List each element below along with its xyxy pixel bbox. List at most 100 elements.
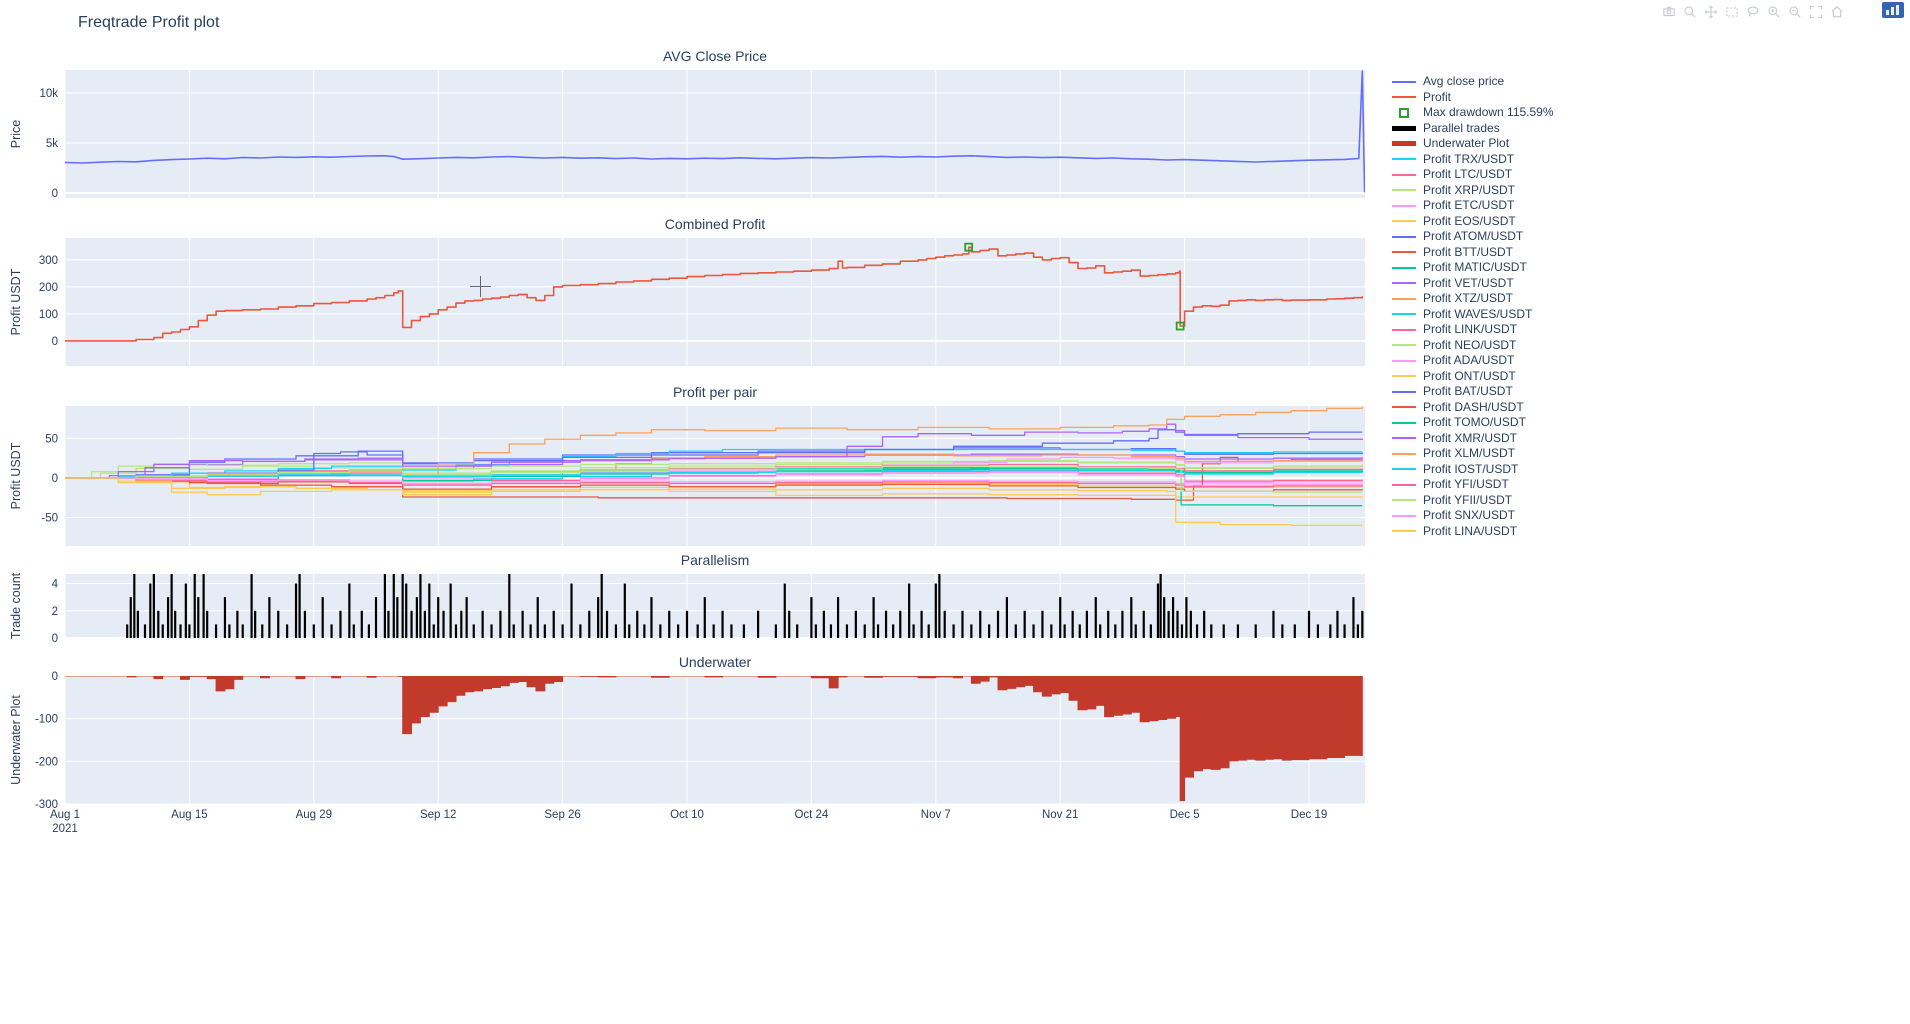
trade-count-bar[interactable]: [241, 624, 244, 638]
trade-count-bar[interactable]: [796, 624, 799, 638]
legend-item-profit-tomo-usdt[interactable]: Profit TOMO/USDT: [1392, 415, 1554, 431]
series-line-avg-close-price[interactable]: [65, 70, 1365, 193]
trade-count-bar[interactable]: [166, 597, 170, 638]
plot-area-avg_close[interactable]: [65, 70, 1365, 198]
plot-area-combined_profit[interactable]: [65, 238, 1365, 366]
trade-count-bar[interactable]: [1099, 624, 1102, 638]
trade-count-bar[interactable]: [143, 624, 147, 638]
trade-count-bar[interactable]: [1254, 624, 1257, 638]
trade-count-bar[interactable]: [788, 610, 791, 638]
trade-count-bar[interactable]: [1014, 624, 1017, 638]
trade-count-bar[interactable]: [836, 597, 840, 638]
trade-count-bar[interactable]: [1085, 610, 1088, 638]
trade-count-bar[interactable]: [1236, 624, 1240, 638]
legend-item-profit-waves-usdt[interactable]: Profit WAVES/USDT: [1392, 307, 1554, 323]
trade-count-bar[interactable]: [659, 624, 662, 638]
trade-count-bar[interactable]: [1336, 610, 1339, 638]
trade-count-bar[interactable]: [1134, 624, 1137, 638]
legend-item-profit-iost-usdt[interactable]: Profit IOST/USDT: [1392, 462, 1554, 478]
trade-count-bar[interactable]: [392, 570, 395, 638]
trade-count-bar[interactable]: [261, 624, 264, 638]
legend-item-profit-ltc-usdt[interactable]: Profit LTC/USDT: [1392, 167, 1554, 183]
trade-count-bar[interactable]: [303, 610, 307, 638]
trade-count-bar[interactable]: [876, 624, 880, 638]
legend-item-profit-snx-usdt[interactable]: Profit SNX/USDT: [1392, 508, 1554, 524]
series-line-ont-usdt[interactable]: [65, 477, 1363, 498]
trade-count-bar[interactable]: [588, 610, 591, 638]
trade-count-bar[interactable]: [449, 583, 452, 638]
trade-count-bar[interactable]: [979, 610, 982, 638]
trade-count-bar[interactable]: [294, 583, 298, 638]
trade-count-bar[interactable]: [206, 610, 209, 638]
trade-count-bar[interactable]: [1167, 610, 1170, 638]
trade-count-bar[interactable]: [1176, 610, 1179, 638]
trade-count-bar[interactable]: [696, 624, 699, 638]
plot-area-parallelism[interactable]: [65, 574, 1365, 638]
series-line-yfii-usdt[interactable]: [65, 465, 1363, 493]
legend-item-profit-xtz-usdt[interactable]: Profit XTZ/USDT: [1392, 291, 1554, 307]
legend-item-profit-yfii-usdt[interactable]: Profit YFII/USDT: [1392, 493, 1554, 509]
trade-count-bar[interactable]: [643, 624, 646, 638]
pan-icon[interactable]: [1701, 3, 1720, 20]
legend-item-profit-link-usdt[interactable]: Profit LINK/USDT: [1392, 322, 1554, 338]
trade-count-bar[interactable]: [854, 610, 857, 638]
trade-count-bar[interactable]: [157, 610, 160, 638]
trade-count-bar[interactable]: [628, 624, 631, 638]
legend-item-avg-close-price[interactable]: Avg close price: [1392, 74, 1554, 90]
trade-count-bar[interactable]: [943, 610, 946, 638]
legend-item-profit-btt-usdt[interactable]: Profit BTT/USDT: [1392, 245, 1554, 261]
trade-count-bar[interactable]: [1059, 597, 1062, 638]
trade-count-bar[interactable]: [133, 570, 136, 638]
trade-count-bar[interactable]: [814, 624, 817, 638]
trade-count-bar[interactable]: [152, 570, 155, 638]
trade-count-bar[interactable]: [401, 570, 404, 638]
trade-count-bar[interactable]: [184, 583, 187, 638]
trade-count-bar[interactable]: [938, 570, 941, 638]
legend-item-profit-trx-usdt[interactable]: Profit TRX/USDT: [1392, 152, 1554, 168]
underwater-area[interactable]: [65, 676, 1363, 802]
camera-icon[interactable]: [1659, 3, 1678, 20]
trade-count-bar[interactable]: [442, 610, 445, 638]
max-drawdown-marker[interactable]: [964, 242, 974, 252]
zoom-in-icon[interactable]: [1764, 3, 1783, 20]
series-line-neo-usdt[interactable]: [65, 459, 1363, 479]
trade-count-bar[interactable]: [934, 583, 937, 638]
trade-count-bar[interactable]: [912, 624, 915, 638]
trade-count-bar[interactable]: [419, 570, 422, 638]
trade-count-bar[interactable]: [721, 610, 724, 638]
trade-count-bar[interactable]: [996, 610, 1000, 638]
trade-count-bar[interactable]: [1071, 610, 1074, 638]
trade-count-bar[interactable]: [129, 597, 132, 638]
trade-count-bar[interactable]: [454, 624, 458, 638]
trade-count-bar[interactable]: [756, 610, 760, 638]
trade-count-bar[interactable]: [570, 583, 573, 638]
trade-count-bar[interactable]: [1195, 624, 1199, 638]
legend-item-max-drawdown-115-59[interactable]: Max drawdown 115.59%: [1392, 105, 1554, 121]
trade-count-bar[interactable]: [1023, 610, 1026, 638]
trade-count-bar[interactable]: [668, 610, 671, 638]
trade-count-bar[interactable]: [174, 610, 177, 638]
trade-count-bar[interactable]: [367, 624, 370, 638]
trade-count-bar[interactable]: [236, 610, 239, 638]
trade-count-bar[interactable]: [1171, 597, 1175, 638]
legend-item-parallel-trades[interactable]: Parallel trades: [1392, 121, 1554, 137]
legend-item-profit-matic-usdt[interactable]: Profit MATIC/USDT: [1392, 260, 1554, 276]
legend-item-profit-atom-usdt[interactable]: Profit ATOM/USDT: [1392, 229, 1554, 245]
legend-item-profit-bat-usdt[interactable]: Profit BAT/USDT: [1392, 384, 1554, 400]
trade-count-bar[interactable]: [1189, 610, 1192, 638]
series-line-bat-usdt[interactable]: [65, 429, 1363, 479]
trade-count-bar[interactable]: [387, 610, 390, 638]
legend-item-profit-etc-usdt[interactable]: Profit ETC/USDT: [1392, 198, 1554, 214]
trade-count-bar[interactable]: [920, 610, 923, 638]
trade-count-bar[interactable]: [623, 583, 626, 638]
box-select-icon[interactable]: [1722, 3, 1741, 20]
trade-count-bar[interactable]: [405, 583, 408, 638]
legend-item-profit-neo-usdt[interactable]: Profit NEO/USDT: [1392, 338, 1554, 354]
trade-count-bar[interactable]: [1032, 624, 1035, 638]
series-line-waves-usdt[interactable]: [65, 448, 1363, 479]
trade-count-bar[interactable]: [460, 610, 463, 638]
trade-count-bar[interactable]: [783, 583, 786, 638]
trade-count-bar[interactable]: [970, 624, 973, 638]
trade-count-bar[interactable]: [742, 624, 745, 638]
trade-count-bar[interactable]: [650, 597, 653, 638]
